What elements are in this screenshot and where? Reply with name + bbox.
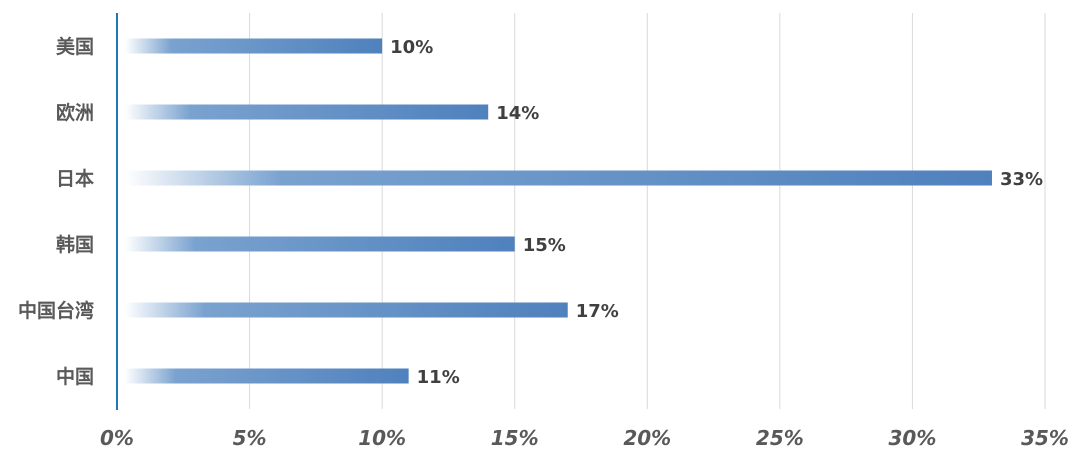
value-label: 15% — [523, 235, 566, 256]
bar — [125, 104, 489, 120]
x-tick-label: 5% — [233, 426, 267, 450]
bar — [125, 236, 515, 252]
category-label: 中国 — [56, 365, 94, 388]
x-tick-label: 0% — [100, 426, 134, 450]
bar — [125, 38, 383, 54]
x-tick-label: 10% — [358, 426, 406, 450]
category-label: 美国 — [56, 35, 94, 58]
bar — [125, 368, 409, 384]
x-tick-label: 25% — [756, 426, 804, 450]
bar — [125, 170, 992, 186]
value-label: 10% — [390, 37, 433, 58]
bars — [125, 38, 992, 384]
category-label: 韩国 — [56, 233, 94, 256]
bar — [125, 302, 568, 318]
value-label: 17% — [576, 301, 619, 322]
value-label: 11% — [417, 367, 460, 388]
x-tick-label: 35% — [1021, 426, 1069, 450]
value-label: 33% — [1000, 169, 1043, 190]
gridlines — [249, 13, 1046, 409]
x-tick-label: 30% — [888, 426, 936, 450]
category-label: 中国台湾 — [18, 299, 94, 322]
labels: 0% 5% 10% 15% 20% 25% 30% 35% 美国 10% 欧洲 14% 日本 33% 韩国 1… — [18, 35, 1069, 450]
category-label: 日本 — [56, 167, 94, 190]
category-label: 欧洲 — [56, 101, 94, 124]
x-tick-label: 20% — [623, 426, 671, 450]
value-label: 14% — [496, 103, 539, 124]
x-tick-label: 15% — [491, 426, 539, 450]
